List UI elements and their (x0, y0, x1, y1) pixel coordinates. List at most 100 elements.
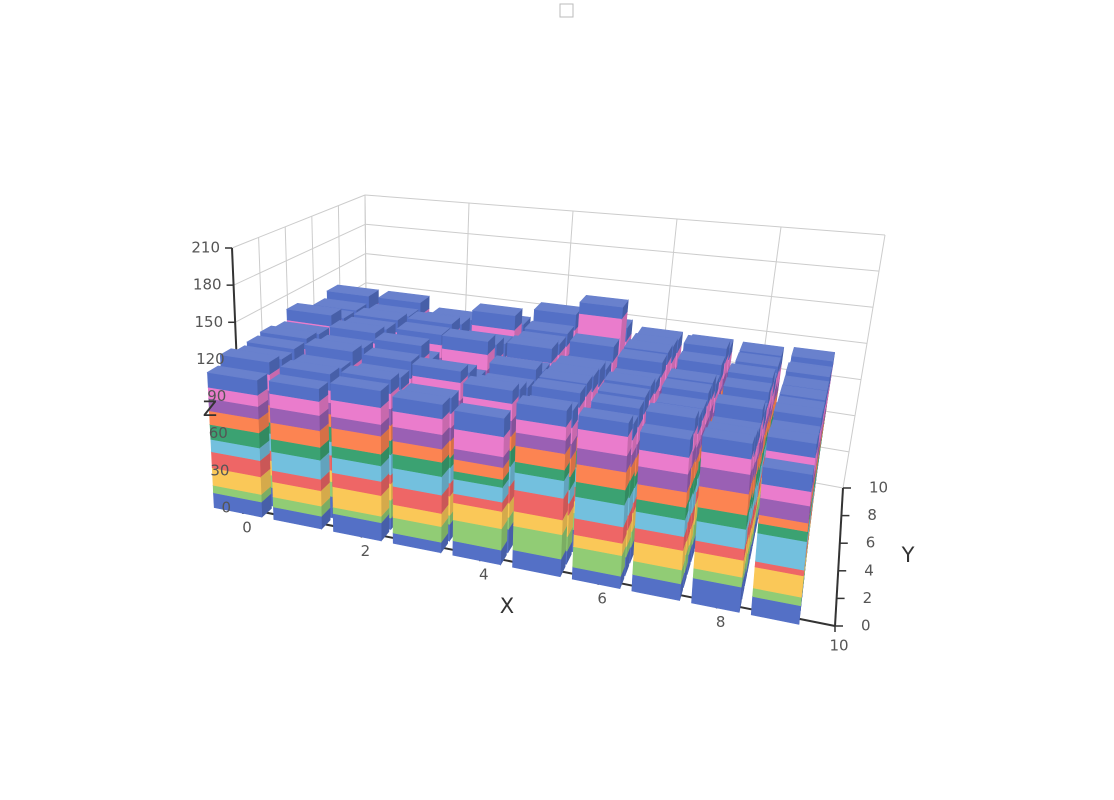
bar-face-top (773, 402, 824, 419)
bar-face-top (531, 378, 586, 394)
bar-face-top (539, 368, 593, 384)
bar-face-top (392, 389, 451, 405)
bar-face-top (285, 302, 342, 316)
bar-face-top (246, 335, 305, 350)
grid-line (364, 194, 886, 236)
bar-face-top (591, 393, 645, 409)
bar-segment (506, 335, 559, 364)
bar-face-top (374, 332, 430, 347)
z-tick-label: 60 (209, 424, 228, 442)
bar-face-top (723, 377, 772, 393)
bar-face-top (677, 350, 726, 366)
y-tick-label: 8 (867, 506, 877, 524)
bar-face-top (656, 393, 708, 409)
bar-face-top (617, 348, 668, 363)
bar-face-top (341, 365, 400, 381)
bar-face-top (727, 363, 776, 379)
z-tick-label: 0 (221, 499, 231, 517)
bar-segment (441, 328, 496, 356)
bar-face-top (715, 393, 766, 410)
bar-face-top (453, 402, 511, 419)
z-tick-label: 90 (207, 387, 226, 405)
bar-segment (392, 389, 451, 420)
bar-face-top (326, 284, 380, 297)
bar-face-top (739, 341, 785, 357)
bar-face-top (259, 325, 318, 339)
z-tick-label: 30 (210, 461, 229, 479)
bar-face-top (569, 333, 620, 348)
bar-segment (701, 427, 756, 460)
bar-face-top (779, 384, 828, 401)
bar-face-top (304, 338, 363, 352)
grid-line (231, 194, 366, 249)
bar-segment (639, 423, 694, 458)
bar-face-top (524, 320, 575, 335)
bar-segment (268, 374, 329, 403)
bar-face-top (640, 423, 694, 440)
y-tick-label: 6 (866, 534, 876, 552)
bar-segment (219, 348, 280, 376)
bar-face-top (516, 395, 573, 411)
bar-face-top (762, 457, 815, 475)
bar-face-top (462, 375, 520, 391)
bar-face-top (782, 375, 830, 391)
bar-face-top (330, 376, 390, 392)
y-axis-line (834, 487, 844, 627)
z-tick-label: 180 (193, 276, 222, 294)
bar-segment (569, 333, 620, 364)
bar-face-top (661, 378, 713, 394)
bars (206, 284, 836, 625)
x-tick-label: 0 (242, 519, 252, 537)
grid-line (842, 234, 886, 489)
x-axis-label: X (500, 594, 514, 618)
legend-icon (559, 3, 574, 18)
bar-face-top (396, 321, 451, 336)
bar-face-top (597, 382, 650, 398)
bar-face-top (329, 320, 385, 334)
bar-segment (330, 376, 390, 409)
labels: X Y Z 0 2 4 6 8 10 0 2 4 6 8 10 0 30 60 90 120 150 180 210 (191, 239, 914, 655)
bar-segment (206, 365, 268, 396)
bar-face-top (791, 346, 836, 362)
grid-line (365, 223, 880, 272)
bar-segment (412, 357, 469, 384)
bar-face-top (506, 335, 559, 350)
x-tick-label: 6 (597, 589, 607, 607)
y-axis-label: Y (901, 543, 915, 567)
y-tick-label: 0 (861, 617, 871, 635)
x-tick-label: 2 (361, 542, 371, 560)
z-axis-label: Z (203, 397, 217, 421)
z-tick-label: 120 (196, 350, 225, 368)
z-tick-label: 150 (195, 313, 224, 331)
bar-face-top (785, 362, 832, 378)
bar-face-top (735, 352, 781, 367)
bar-face-top (579, 294, 629, 308)
bar-face-top (471, 303, 523, 317)
bar-face-top (667, 368, 717, 384)
bar-face-top (441, 328, 496, 342)
bar-face-top (412, 357, 469, 372)
bar-segment (577, 407, 634, 437)
bar-face-top (268, 374, 329, 390)
bar-face-top (407, 311, 461, 325)
bar-face-top (280, 359, 340, 375)
bar-segment (516, 395, 573, 428)
bar-face-top (219, 348, 280, 363)
bar-face-top (312, 298, 367, 311)
bar-face-top (578, 407, 634, 424)
x-tick-label: 4 (479, 566, 489, 584)
z-tick-label: 210 (191, 239, 220, 257)
bar-face-top (377, 290, 430, 304)
bar-face-top (206, 365, 268, 381)
y-tick-label: 4 (864, 561, 874, 579)
bar-face-top (683, 334, 731, 349)
bar-segment (766, 427, 819, 459)
x-tick-label: 8 (716, 613, 726, 631)
y-tick-label: 2 (863, 589, 873, 607)
grid-line (234, 253, 366, 323)
x-tick-label: 10 (829, 637, 848, 655)
bar-segment (578, 294, 629, 320)
bar-face-top (767, 427, 819, 445)
bar-face-top (353, 307, 408, 321)
